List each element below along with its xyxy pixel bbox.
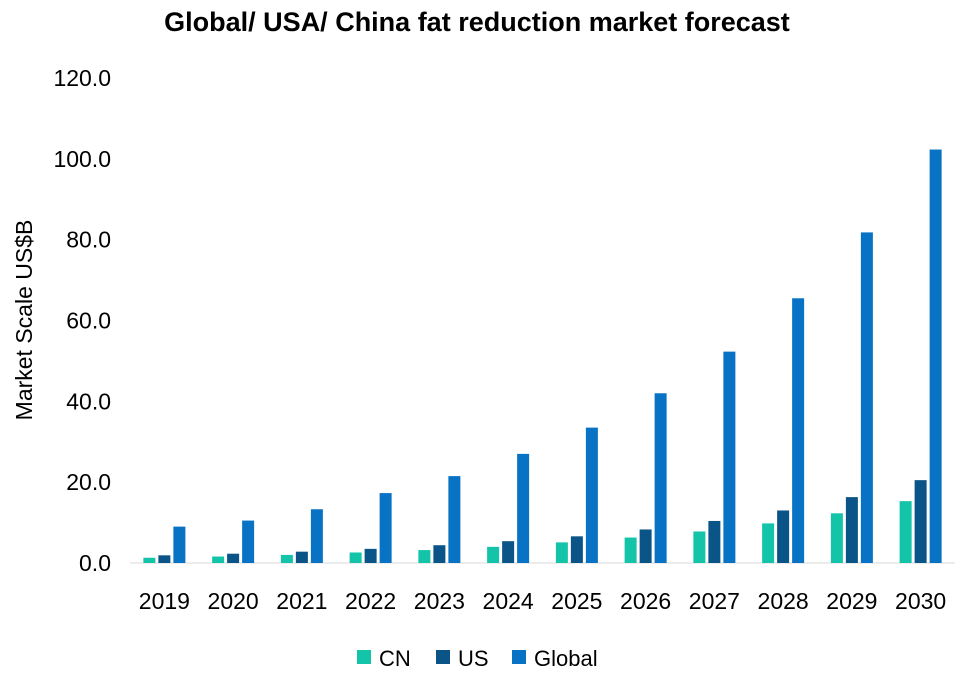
bar-cn-2024: [487, 546, 500, 563]
bar-cn-2027: [693, 531, 706, 563]
x-tick-label: 2024: [483, 588, 534, 614]
y-tick-label: 20.0: [66, 469, 111, 495]
x-tick-label: 2025: [551, 588, 602, 614]
bar-global-2025: [585, 427, 598, 563]
bar-global-2019: [173, 526, 186, 563]
bar-global-2026: [654, 393, 667, 563]
legend-swatch-global: [512, 650, 526, 664]
bar-us-2025: [570, 536, 583, 563]
x-tick-label: 2028: [758, 588, 809, 614]
bar-us-2027: [708, 520, 721, 563]
bar-global-2021: [310, 509, 323, 563]
x-tick-label: 2022: [345, 588, 396, 614]
bar-us-2024: [502, 541, 515, 563]
y-tick-label: 100.0: [53, 146, 111, 172]
bar-global-2020: [242, 520, 255, 563]
x-tick-label: 2023: [414, 588, 465, 614]
x-tick-label: 2019: [139, 588, 190, 614]
x-tick-label: 2030: [895, 588, 946, 614]
bar-us-2028: [777, 510, 790, 563]
legend-swatch-us: [436, 650, 450, 664]
bar-cn-2028: [762, 523, 775, 563]
y-tick-label: 40.0: [66, 388, 111, 414]
bar-cn-2020: [212, 556, 225, 563]
bar-global-2027: [723, 351, 736, 563]
bar-global-2029: [860, 232, 873, 563]
bar-us-2020: [227, 553, 240, 563]
bar-cn-2021: [280, 554, 293, 563]
bar-cn-2030: [899, 501, 912, 563]
y-axis-label: Market Scale US$B: [11, 220, 37, 421]
x-tick-label: 2021: [276, 588, 327, 614]
x-tick-label: 2027: [689, 588, 740, 614]
y-tick-label: 120.0: [53, 65, 111, 91]
bar-cn-2019: [143, 557, 156, 563]
legend-label-global: Global: [534, 646, 598, 671]
bar-global-2030: [929, 149, 942, 563]
bar-global-2023: [448, 476, 461, 563]
bar-cn-2022: [349, 552, 362, 563]
bar-cn-2029: [830, 513, 843, 563]
bar-us-2030: [914, 480, 927, 563]
x-tick-label: 2029: [826, 588, 877, 614]
legend-label-us: US: [458, 646, 489, 671]
bar-global-2028: [792, 298, 805, 563]
bar-us-2019: [158, 555, 171, 563]
bar-us-2022: [364, 548, 377, 563]
legend-label-cn: CN: [379, 646, 411, 671]
bar-us-2021: [295, 551, 308, 563]
x-tick-label: 2020: [208, 588, 259, 614]
bar-us-2029: [845, 497, 858, 563]
bar-global-2022: [379, 493, 392, 563]
bars: [143, 149, 942, 563]
bar-us-2026: [639, 529, 652, 563]
bar-us-2023: [433, 545, 446, 563]
bar-cn-2023: [418, 550, 431, 563]
x-tick-label: 2026: [620, 588, 671, 614]
legend: CN US Global: [357, 646, 598, 671]
y-tick-label: 80.0: [66, 227, 111, 253]
chart-title: Global/ USA/ China fat reduction market …: [164, 7, 790, 37]
y-tick-label: 60.0: [66, 308, 111, 334]
legend-swatch-cn: [357, 650, 371, 664]
x-axis: 2019 2020 2021 2022 2023 2024 2025 2026 2027 2028…: [139, 588, 946, 614]
bar-global-2024: [517, 453, 530, 563]
y-tick-label: 0.0: [79, 550, 111, 576]
bar-cn-2026: [624, 537, 637, 563]
y-axis: 0.0 20.0 40.0 60.0 80.0 100.0 120.0: [53, 65, 111, 576]
bar-cn-2025: [555, 542, 568, 563]
